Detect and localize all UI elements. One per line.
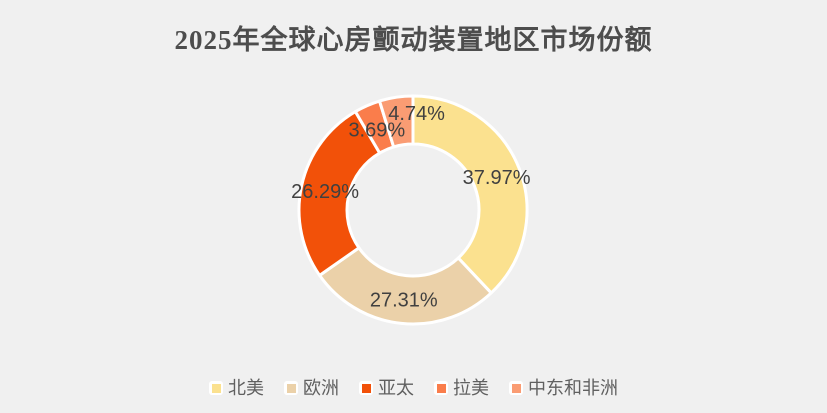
legend-label: 欧洲 xyxy=(303,378,339,398)
legend-label: 亚太 xyxy=(378,378,414,398)
legend-swatch-icon xyxy=(509,381,523,395)
legend-item-拉美[interactable]: 拉美 xyxy=(434,379,489,397)
slice-label: 37.97% xyxy=(463,167,531,189)
slice-label: 26.29% xyxy=(291,181,359,203)
pie-slice-中东和非洲[interactable] xyxy=(378,94,415,149)
legend-label: 中东和非洲 xyxy=(528,378,618,398)
legend-item-北美[interactable]: 北美 xyxy=(209,379,264,397)
legend-item-中东和非洲[interactable]: 中东和非洲 xyxy=(509,379,618,397)
legend-swatch-icon xyxy=(434,381,448,395)
legend: 北美 欧洲 亚太 拉美 中东和非洲 xyxy=(0,379,827,397)
slice-label: 27.31% xyxy=(370,290,438,312)
slice-label: 3.69% xyxy=(348,120,405,142)
pie-slice-亚太[interactable] xyxy=(297,110,382,277)
legend-item-亚太[interactable]: 亚太 xyxy=(359,379,414,397)
legend-swatch-icon xyxy=(284,381,298,395)
legend-item-欧洲[interactable]: 欧洲 xyxy=(284,379,339,397)
legend-label: 北美 xyxy=(228,378,264,398)
slice-label: 4.74% xyxy=(388,103,445,125)
pie-slice-北美[interactable] xyxy=(411,94,529,295)
pie-slice-欧洲[interactable] xyxy=(318,246,493,326)
legend-label: 拉美 xyxy=(453,378,489,398)
chart-title: 2025年全球心房颤动装置地区市场份额 xyxy=(174,25,653,55)
legend-swatch-icon xyxy=(209,381,223,395)
legend-swatch-icon xyxy=(359,381,373,395)
